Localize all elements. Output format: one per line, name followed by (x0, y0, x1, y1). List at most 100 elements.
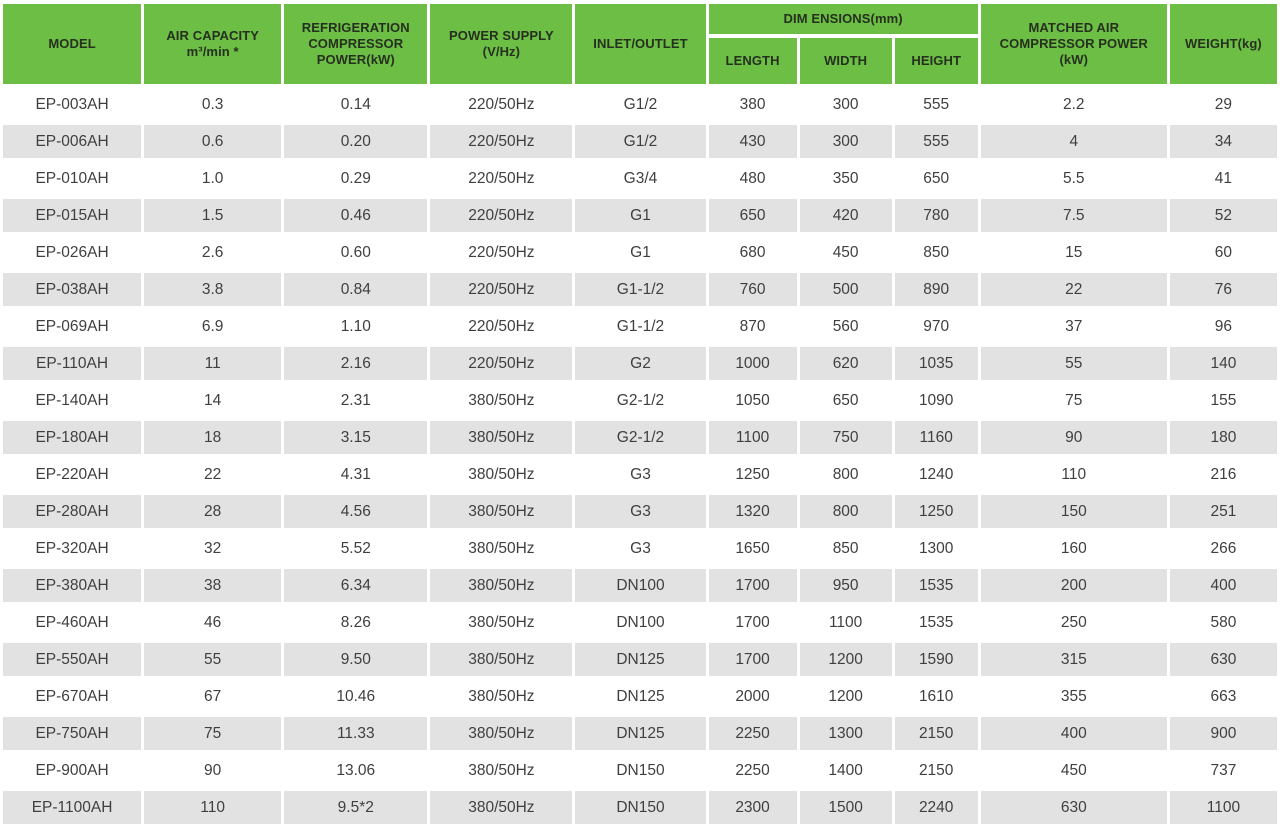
cell-model: EP-550AH (3, 643, 142, 676)
cell-power-supply: 380/50Hz (430, 680, 573, 713)
cell-air-capacity: 1.5 (144, 199, 282, 232)
cell-model: EP-280AH (3, 495, 142, 528)
cell-power-supply: 380/50Hz (430, 717, 573, 750)
cell-inlet-outlet: DN150 (575, 754, 706, 787)
cell-air-capacity: 28 (144, 495, 282, 528)
table-row: EP-460AH 46 8.26 380/50Hz DN100 1700 1100 1535 2… (3, 606, 1277, 639)
table-row: EP-670AH 67 10.46 380/50Hz DN125 2000 1200 1610… (3, 680, 1277, 713)
table-row: EP-220AH 22 4.31 380/50Hz G3 1250 800 1240 110 21… (3, 458, 1277, 491)
table-row: EP-140AH 14 2.31 380/50Hz G2-1/2 1050 650 1090 7… (3, 384, 1277, 417)
cell-width: 300 (799, 125, 892, 158)
cell-matched-power: 110 (980, 458, 1167, 491)
cell-height: 1590 (894, 643, 978, 676)
cell-matched-power: 400 (980, 717, 1167, 750)
cell-length: 1700 (708, 569, 797, 602)
cell-matched-power: 315 (980, 643, 1167, 676)
column-header-inlet-outlet: INLET/OUTLET (575, 4, 706, 84)
cell-weight: 580 (1169, 606, 1277, 639)
cell-length: 1250 (708, 458, 797, 491)
cell-air-capacity: 6.9 (144, 310, 282, 343)
cell-height: 555 (894, 88, 978, 121)
cell-matched-power: 5.5 (980, 162, 1167, 195)
cell-width: 1200 (799, 643, 892, 676)
cell-matched-power: 55 (980, 347, 1167, 380)
cell-inlet-outlet: G1-1/2 (575, 310, 706, 343)
cell-length: 1000 (708, 347, 797, 380)
cell-power-supply: 380/50Hz (430, 791, 573, 824)
table-row: EP-320AH 32 5.52 380/50Hz G3 1650 850 1300 160 26… (3, 532, 1277, 565)
cell-model: EP-750AH (3, 717, 142, 750)
cell-width: 500 (799, 273, 892, 306)
cell-weight: 96 (1169, 310, 1277, 343)
cell-refrigeration-power: 9.5*2 (284, 791, 428, 824)
table-row: EP-750AH 75 11.33 380/50Hz DN125 2250 1300 2150… (3, 717, 1277, 750)
cell-matched-power: 355 (980, 680, 1167, 713)
cell-refrigeration-power: 13.06 (284, 754, 428, 787)
cell-width: 620 (799, 347, 892, 380)
cell-weight: 630 (1169, 643, 1277, 676)
cell-model: EP-069AH (3, 310, 142, 343)
cell-height: 650 (894, 162, 978, 195)
cell-weight: 251 (1169, 495, 1277, 528)
column-header-length: LENGTH (708, 38, 797, 84)
cell-model: EP-038AH (3, 273, 142, 306)
cell-model: EP-1100AH (3, 791, 142, 824)
cell-length: 1100 (708, 421, 797, 454)
cell-air-capacity: 0.3 (144, 88, 282, 121)
cell-power-supply: 220/50Hz (430, 273, 573, 306)
cell-length: 380 (708, 88, 797, 121)
table-row: EP-1100AH 110 9.5*2 380/50Hz DN150 2300 1500 22… (3, 791, 1277, 824)
cell-power-supply: 220/50Hz (430, 347, 573, 380)
cell-inlet-outlet: G2-1/2 (575, 384, 706, 417)
cell-matched-power: 90 (980, 421, 1167, 454)
column-header-width: WIDTH (799, 38, 892, 84)
column-header-height: HEIGHT (894, 38, 978, 84)
cell-inlet-outlet: DN125 (575, 643, 706, 676)
cell-width: 450 (799, 236, 892, 269)
cell-inlet-outlet: G1/2 (575, 88, 706, 121)
cell-refrigeration-power: 0.60 (284, 236, 428, 269)
cell-air-capacity: 22 (144, 458, 282, 491)
cell-matched-power: 75 (980, 384, 1167, 417)
cell-length: 2300 (708, 791, 797, 824)
cell-refrigeration-power: 0.84 (284, 273, 428, 306)
table-row: EP-110AH 11 2.16 220/50Hz G2 1000 620 1035 55 140 (3, 347, 1277, 380)
cell-weight: 60 (1169, 236, 1277, 269)
cell-refrigeration-power: 5.52 (284, 532, 428, 565)
cell-weight: 34 (1169, 125, 1277, 158)
cell-air-capacity: 1.0 (144, 162, 282, 195)
cell-refrigeration-power: 11.33 (284, 717, 428, 750)
cell-length: 2000 (708, 680, 797, 713)
cell-weight: 52 (1169, 199, 1277, 232)
cell-weight: 76 (1169, 273, 1277, 306)
cell-weight: 29 (1169, 88, 1277, 121)
cell-inlet-outlet: G3/4 (575, 162, 706, 195)
cell-weight: 663 (1169, 680, 1277, 713)
cell-model: EP-180AH (3, 421, 142, 454)
table-row: EP-003AH 0.3 0.14 220/50Hz G1/2 380 300 555 2.2 2… (3, 88, 1277, 121)
cell-matched-power: 15 (980, 236, 1167, 269)
cell-matched-power: 37 (980, 310, 1167, 343)
cell-model: EP-460AH (3, 606, 142, 639)
cell-inlet-outlet: G2 (575, 347, 706, 380)
cell-power-supply: 380/50Hz (430, 754, 573, 787)
cell-matched-power: 630 (980, 791, 1167, 824)
cell-power-supply: 220/50Hz (430, 199, 573, 232)
cell-weight: 41 (1169, 162, 1277, 195)
cell-model: EP-026AH (3, 236, 142, 269)
cell-height: 2150 (894, 717, 978, 750)
cell-height: 1535 (894, 569, 978, 602)
cell-model: EP-110AH (3, 347, 142, 380)
cell-model: EP-220AH (3, 458, 142, 491)
table-row: EP-380AH 38 6.34 380/50Hz DN100 1700 950 1535 20… (3, 569, 1277, 602)
header-row-1: MODEL AIR CAPACITY m³/min * REFRIGERATIO… (3, 4, 1277, 84)
cell-length: 1650 (708, 532, 797, 565)
cell-model: EP-003AH (3, 88, 142, 121)
cell-inlet-outlet: DN100 (575, 606, 706, 639)
cell-height: 1035 (894, 347, 978, 380)
cell-height: 2150 (894, 754, 978, 787)
cell-refrigeration-power: 0.20 (284, 125, 428, 158)
cell-height: 850 (894, 236, 978, 269)
cell-weight: 180 (1169, 421, 1277, 454)
